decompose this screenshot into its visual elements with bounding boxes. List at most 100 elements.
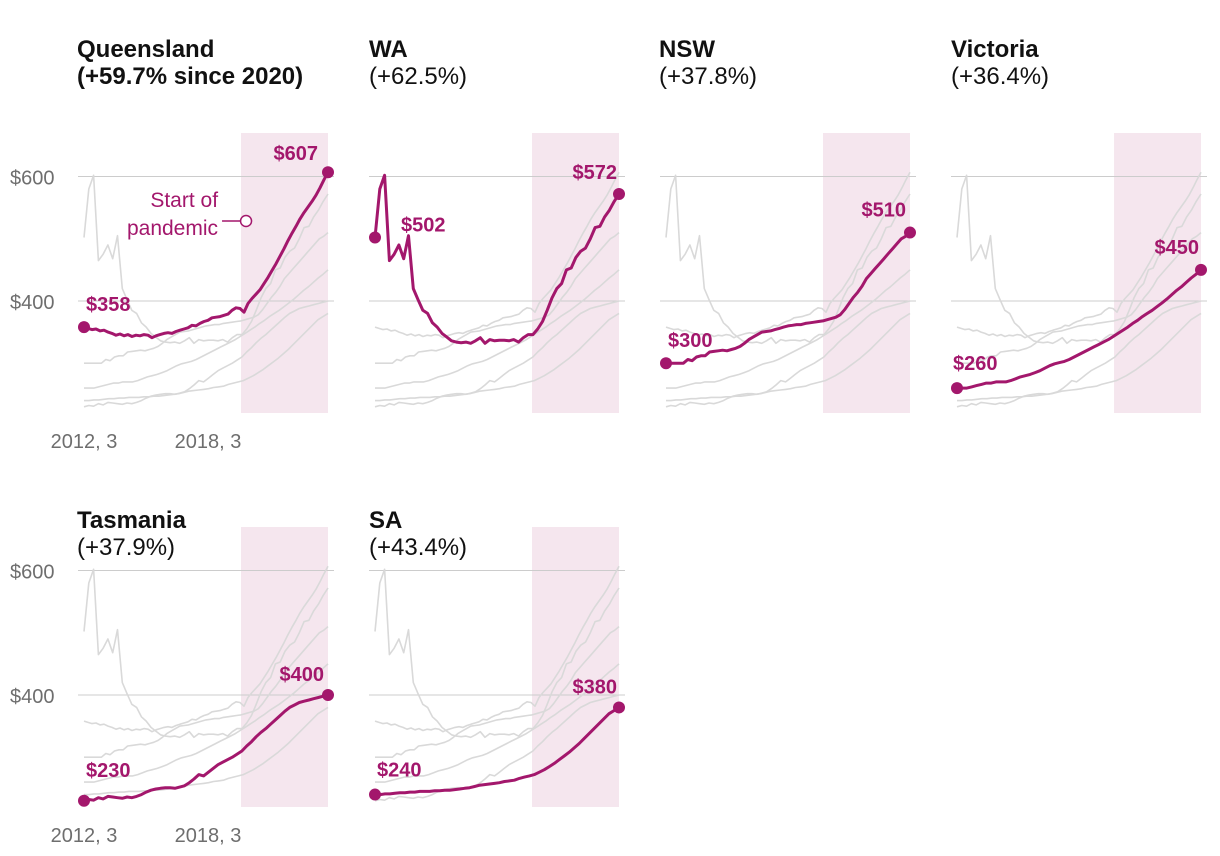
- panel-change: (+37.9%): [77, 534, 176, 561]
- background-series-wa: [83, 568, 329, 739]
- y-tick-label: $600: [10, 168, 55, 190]
- background-series-tasmania: [665, 300, 911, 408]
- background-series-tasmania: [956, 300, 1202, 408]
- pandemic-annotation-marker: [239, 214, 253, 228]
- end-point: [1195, 263, 1207, 276]
- panel-victoria: $260 $450: [951, 133, 1207, 413]
- panel-tasmania: $400 $600 $230 $400 2012, 3 2018, 3: [10, 527, 334, 847]
- highlight-series-line: [957, 268, 1202, 390]
- x-tick-label: 2018, 3: [175, 825, 242, 847]
- background-series-nsw: [375, 625, 620, 758]
- start-point: [78, 794, 90, 807]
- pandemic-shading: [1114, 133, 1201, 413]
- panel-queensland: $400 $600 $358 $607 2012, 3 2018, 3 Start of pa…: [10, 133, 334, 453]
- panel-change: (+43.4%): [369, 534, 468, 561]
- background-series-queensland: [665, 171, 911, 339]
- panel-change: (+37.8%): [659, 63, 758, 90]
- background-series-victoria: [84, 663, 329, 783]
- end-point: [613, 701, 625, 714]
- background-series-nsw: [84, 625, 329, 758]
- end-value-label: $380: [573, 676, 618, 698]
- background-series-victoria: [666, 269, 911, 389]
- start-value-label: $358: [86, 294, 131, 316]
- background-series-wa: [665, 174, 911, 345]
- end-point: [322, 689, 334, 701]
- pandemic-annotation-text: pandemic: [127, 217, 218, 240]
- panel-nsw: $300 $510: [660, 133, 916, 413]
- pandemic-shading: [532, 133, 619, 413]
- background-series-queensland: [956, 171, 1202, 339]
- background-series-nsw: [375, 231, 620, 364]
- panel-state-name: Victoria: [951, 36, 1039, 63]
- end-value-label: $450: [1155, 237, 1200, 259]
- x-tick-label: 2018, 3: [175, 431, 242, 453]
- highlight-series-line: [375, 706, 620, 797]
- panel-title-tasmania: Tasmania (+37.9%): [77, 480, 186, 561]
- background-series-tasmania: [83, 300, 329, 408]
- end-value-label: $607: [274, 143, 319, 165]
- panel-change: (+36.4%): [951, 63, 1050, 90]
- background-series-sa: [957, 312, 1202, 402]
- panel-state-name: SA: [369, 507, 403, 534]
- start-value-label: $502: [401, 215, 446, 237]
- start-point: [660, 357, 672, 370]
- pandemic-shading: [532, 527, 619, 807]
- pandemic-shading: [241, 527, 328, 807]
- x-tick-label: 2012, 3: [51, 825, 118, 847]
- end-point: [322, 166, 334, 179]
- y-tick-label: $600: [10, 562, 55, 584]
- background-series-queensland: [83, 565, 329, 733]
- start-point: [951, 382, 963, 395]
- background-series-tasmania: [374, 300, 620, 408]
- end-point: [904, 226, 916, 239]
- panel-state-name: Queensland: [77, 36, 215, 63]
- y-tick-label: $400: [10, 292, 55, 314]
- panel-sa: $240 $380: [369, 527, 625, 807]
- background-series-queensland: [374, 171, 620, 339]
- highlight-series-line: [373, 173, 621, 345]
- background-series-nsw: [957, 231, 1202, 364]
- background-series-nsw: [84, 231, 329, 364]
- end-value-label: $400: [280, 664, 325, 686]
- x-tick-label: 2012, 3: [51, 431, 118, 453]
- background-series-wa: [83, 174, 329, 345]
- panel-title-wa: WA (+62.5%): [369, 9, 467, 90]
- panel-title-nsw: NSW (+37.8%): [659, 9, 757, 90]
- panel-title-queensland: Queensland (+59.7% since 2020): [77, 9, 307, 90]
- end-value-label: $572: [573, 162, 618, 184]
- pandemic-annotation-text: Start of: [150, 189, 218, 212]
- pandemic-shading: [241, 133, 328, 413]
- panel-state-name: NSW: [659, 36, 715, 63]
- start-value-label: $300: [668, 330, 713, 352]
- background-series-queensland: [374, 565, 620, 733]
- background-series-wa: [956, 174, 1202, 345]
- panel-change: (+59.7% since 2020): [77, 63, 304, 90]
- highlight-series-line: [83, 693, 329, 803]
- start-value-label: $230: [86, 760, 131, 782]
- background-series-victoria: [84, 269, 329, 389]
- end-value-label: $510: [862, 200, 907, 222]
- background-series-tasmania: [374, 694, 620, 802]
- panel-state-name: WA: [369, 36, 408, 63]
- y-tick-label: $400: [10, 686, 55, 708]
- pandemic-shading: [823, 133, 910, 413]
- start-point: [78, 321, 90, 334]
- background-series-sa: [375, 312, 620, 402]
- highlight-series-line: [83, 171, 330, 340]
- background-series-victoria: [375, 269, 620, 389]
- start-point: [369, 231, 381, 244]
- start-value-label: $260: [953, 353, 998, 375]
- start-point: [369, 788, 381, 801]
- background-series-sa: [84, 312, 329, 402]
- background-series-victoria: [375, 663, 620, 783]
- background-series-sa: [666, 312, 911, 402]
- background-series-sa: [84, 706, 329, 796]
- panel-wa: $502 $572: [369, 133, 625, 413]
- start-value-label: $240: [377, 760, 422, 782]
- end-point: [613, 187, 625, 200]
- highlight-series-line: [666, 231, 911, 365]
- panel-change: (+62.5%): [369, 63, 468, 90]
- background-series-wa: [374, 568, 620, 739]
